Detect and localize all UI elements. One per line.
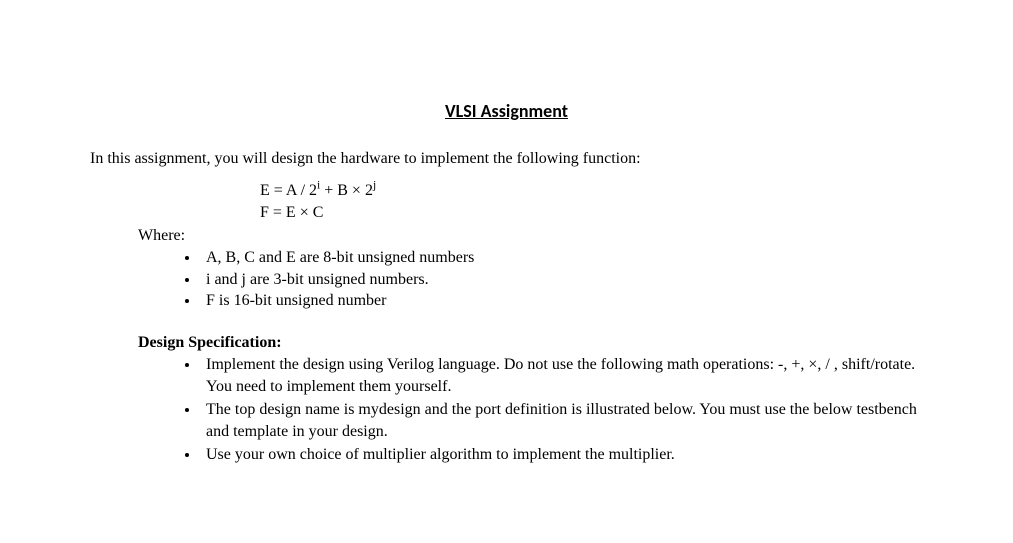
eq1-mid: + B × 2 [320,182,373,199]
eq1-sup-j: j [373,180,376,192]
equation-2: F = E × C [260,202,923,224]
spec-heading: Design Specification: [138,334,923,352]
spec-item: The top design name is mydesign and the … [200,399,923,442]
equation-1: E = A / 2i + B × 2j [260,180,923,202]
where-list: A, B, C and E are 8-bit unsigned numbers… [90,247,923,312]
equation-block: E = A / 2i + B × 2j F = E × C [260,180,923,223]
spec-list: Implement the design using Verilog langu… [90,354,923,466]
document-page: VLSI Assignment In this assignment, you … [0,0,1013,543]
where-item: i and j are 3-bit unsigned numbers. [200,269,923,291]
where-item: F is 16-bit unsigned number [200,290,923,312]
page-title: VLSI Assignment [90,100,923,122]
where-item: A, B, C and E are 8-bit unsigned numbers [200,247,923,269]
spec-item: Use your own choice of multiplier algori… [200,444,923,466]
spec-item: Implement the design using Verilog langu… [200,354,923,397]
eq1-lhs: E = A / 2 [260,182,317,199]
intro-paragraph: In this assignment, you will design the … [90,150,923,168]
where-label: Where: [138,227,923,245]
